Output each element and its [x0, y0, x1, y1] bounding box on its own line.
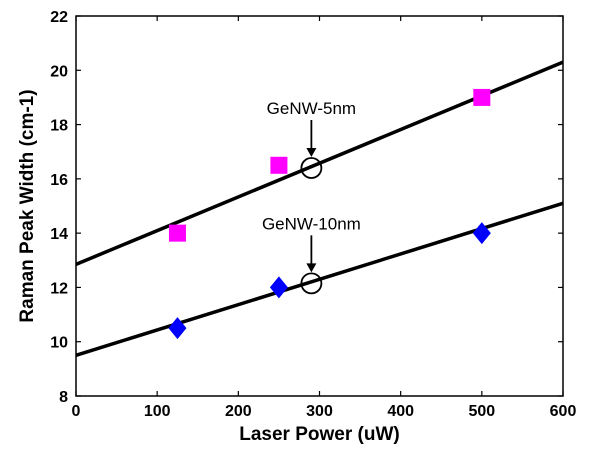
point-square	[473, 88, 491, 106]
y-tick-label: 8	[59, 389, 68, 406]
x-tick-label: 500	[468, 403, 495, 420]
point-diamond	[472, 222, 491, 245]
x-axis-label: Laser Power (uW)	[239, 424, 399, 445]
point-diamond	[168, 317, 187, 340]
x-tick-label: 300	[306, 403, 333, 420]
point-square	[270, 156, 288, 174]
x-tick-label: 200	[225, 403, 252, 420]
y-tick-label: 12	[50, 280, 68, 297]
x-tick-label: 600	[550, 403, 577, 420]
axis-ticks: 0 100 200 300 400 500 600 8 10 12 14 16 18 20 22	[50, 9, 576, 420]
annotation-label: GeNW-5nm	[267, 99, 356, 118]
point-square	[168, 224, 186, 242]
y-tick-label: 14	[50, 226, 68, 243]
y-axis-label: Raman Peak Width (cm-1)	[17, 89, 38, 322]
point-diamond	[269, 276, 288, 299]
annotation-arrowhead	[306, 148, 317, 157]
annotation-label: GeNW-10nm	[262, 214, 361, 233]
y-tick-label: 18	[50, 118, 68, 135]
y-tick-label: 16	[50, 172, 68, 189]
annotation-circle	[300, 157, 323, 179]
annotation-circle	[300, 272, 323, 295]
annotation-arrowhead	[306, 263, 317, 273]
x-tick-label: 100	[144, 403, 171, 420]
y-tick-label: 10	[50, 335, 68, 352]
y-tick-label: 20	[50, 63, 68, 80]
data-points	[168, 88, 491, 340]
annotations: GeNW-5nm GeNW-10nm	[262, 99, 361, 295]
x-tick-label: 0	[72, 403, 81, 420]
y-tick-label: 22	[50, 9, 68, 26]
plot-frame	[75, 15, 564, 397]
x-tick-label: 400	[387, 403, 414, 420]
